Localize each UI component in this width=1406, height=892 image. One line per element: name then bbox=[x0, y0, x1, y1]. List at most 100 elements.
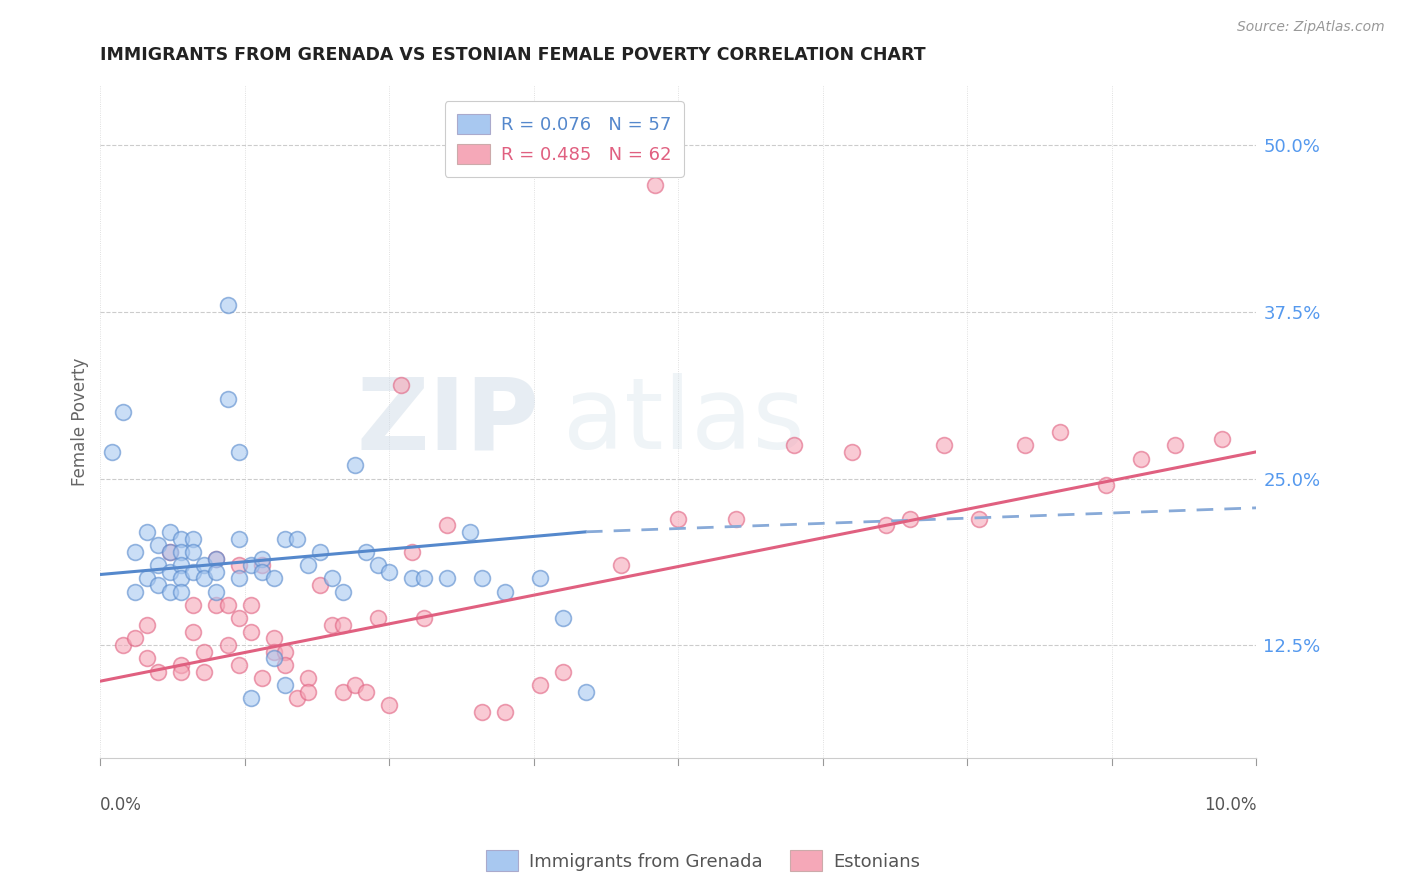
Point bbox=[458, 524, 481, 539]
Point bbox=[575, 685, 598, 699]
Point bbox=[205, 598, 228, 612]
Point bbox=[170, 532, 193, 546]
Point bbox=[135, 572, 157, 586]
Point bbox=[228, 558, 250, 573]
Point bbox=[181, 545, 204, 559]
Point bbox=[239, 558, 262, 573]
Point bbox=[471, 572, 494, 586]
Point bbox=[1164, 438, 1187, 452]
Point bbox=[934, 438, 956, 452]
Point bbox=[378, 698, 401, 713]
Point bbox=[332, 685, 354, 699]
Text: atlas: atlas bbox=[562, 374, 804, 470]
Point bbox=[135, 524, 157, 539]
Point bbox=[494, 705, 516, 719]
Point bbox=[274, 658, 297, 673]
Point bbox=[159, 584, 181, 599]
Point bbox=[1049, 425, 1071, 439]
Point bbox=[321, 572, 343, 586]
Point bbox=[274, 532, 297, 546]
Point bbox=[239, 624, 262, 639]
Point bbox=[146, 558, 169, 573]
Text: 0.0%: 0.0% bbox=[100, 796, 142, 814]
Point bbox=[146, 538, 169, 552]
Point bbox=[529, 678, 551, 692]
Point bbox=[112, 405, 135, 419]
Point bbox=[250, 672, 273, 686]
Point bbox=[354, 545, 377, 559]
Point bbox=[285, 691, 308, 706]
Text: 10.0%: 10.0% bbox=[1204, 796, 1257, 814]
Point bbox=[1211, 432, 1233, 446]
Point bbox=[205, 584, 228, 599]
Point bbox=[367, 611, 389, 625]
Point bbox=[170, 658, 193, 673]
Point bbox=[354, 685, 377, 699]
Point bbox=[551, 611, 574, 625]
Point bbox=[274, 678, 297, 692]
Text: Source: ZipAtlas.com: Source: ZipAtlas.com bbox=[1237, 20, 1385, 34]
Point bbox=[389, 378, 412, 392]
Point bbox=[228, 611, 250, 625]
Point bbox=[181, 624, 204, 639]
Point bbox=[159, 545, 181, 559]
Point bbox=[263, 632, 285, 646]
Point bbox=[321, 618, 343, 632]
Point bbox=[193, 665, 215, 679]
Point bbox=[228, 658, 250, 673]
Point bbox=[274, 645, 297, 659]
Point bbox=[1129, 451, 1152, 466]
Point bbox=[250, 558, 273, 573]
Point bbox=[401, 545, 423, 559]
Point bbox=[159, 565, 181, 579]
Point bbox=[228, 532, 250, 546]
Point bbox=[494, 584, 516, 599]
Point bbox=[343, 678, 366, 692]
Point bbox=[124, 584, 146, 599]
Point bbox=[529, 572, 551, 586]
Legend: Immigrants from Grenada, Estonians: Immigrants from Grenada, Estonians bbox=[478, 843, 928, 879]
Text: ZIP: ZIP bbox=[357, 374, 540, 470]
Point bbox=[239, 598, 262, 612]
Point bbox=[367, 558, 389, 573]
Point bbox=[193, 572, 215, 586]
Point bbox=[841, 445, 863, 459]
Point bbox=[170, 558, 193, 573]
Point bbox=[413, 611, 436, 625]
Point bbox=[263, 645, 285, 659]
Point bbox=[112, 638, 135, 652]
Point bbox=[1095, 478, 1118, 492]
Point bbox=[378, 565, 401, 579]
Point bbox=[551, 665, 574, 679]
Point bbox=[725, 511, 748, 525]
Point bbox=[644, 178, 666, 193]
Point bbox=[297, 672, 319, 686]
Point bbox=[135, 618, 157, 632]
Point bbox=[228, 572, 250, 586]
Point bbox=[297, 685, 319, 699]
Point bbox=[250, 565, 273, 579]
Point bbox=[1014, 438, 1036, 452]
Point bbox=[135, 651, 157, 665]
Point bbox=[228, 445, 250, 459]
Point bbox=[263, 572, 285, 586]
Point bbox=[343, 458, 366, 472]
Point bbox=[217, 298, 239, 312]
Point bbox=[875, 518, 897, 533]
Point bbox=[309, 545, 332, 559]
Point bbox=[401, 572, 423, 586]
Point bbox=[146, 665, 169, 679]
Point bbox=[170, 584, 193, 599]
Point bbox=[124, 545, 146, 559]
Point bbox=[967, 511, 990, 525]
Point bbox=[181, 532, 204, 546]
Point bbox=[666, 511, 689, 525]
Point bbox=[239, 691, 262, 706]
Point bbox=[436, 518, 458, 533]
Point bbox=[193, 558, 215, 573]
Point bbox=[898, 511, 921, 525]
Point bbox=[217, 638, 239, 652]
Point bbox=[205, 551, 228, 566]
Point bbox=[217, 392, 239, 406]
Point bbox=[436, 572, 458, 586]
